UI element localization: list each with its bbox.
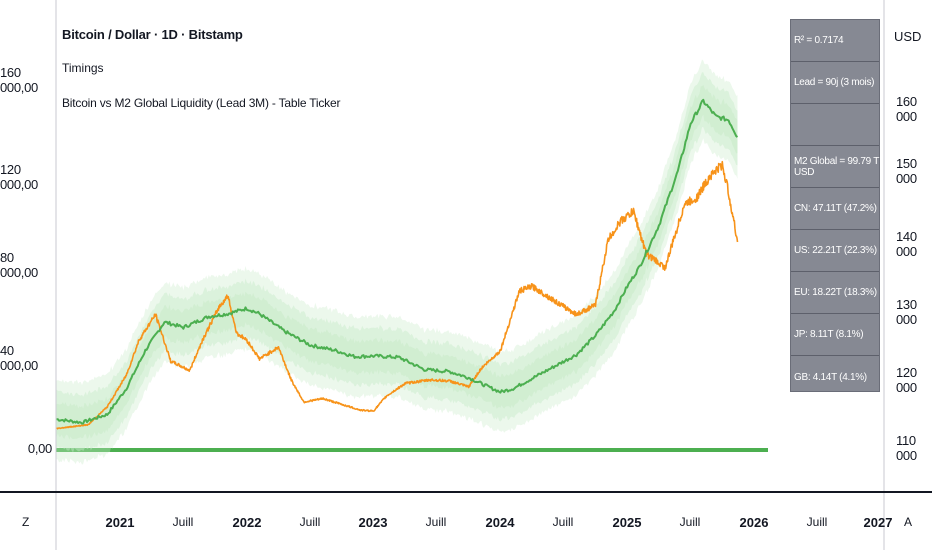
- table-row: [791, 104, 879, 146]
- time-tick-label: 2024: [485, 515, 515, 530]
- m2-liquidity-line[interactable]: [56, 98, 739, 425]
- m2-band-area: [56, 84, 738, 440]
- table-row: JP: 8.11T (8.1%): [791, 314, 879, 356]
- time-tick-label: Juill: [299, 515, 321, 529]
- time-tick-label: Juill: [679, 515, 701, 529]
- time-tick-label: Juill: [806, 515, 828, 529]
- right-tick-label: 120 000: [896, 365, 917, 395]
- time-tick-label: 2021: [105, 515, 135, 530]
- axis-unit-label[interactable]: USD: [894, 29, 922, 44]
- time-tick-label: Juill: [425, 515, 447, 529]
- time-tick-label: Juill: [172, 515, 194, 529]
- time-tick-label: 2027: [863, 515, 893, 530]
- series-lines: [56, 98, 739, 430]
- left-tick-label: 80 000,00: [0, 250, 38, 280]
- time-tick-label: 2025: [612, 515, 642, 530]
- m2-band: [56, 59, 738, 465]
- right-tick-label: 140 000: [896, 229, 917, 259]
- table-row: GB: 4.14T (4.1%): [794, 371, 867, 383]
- time-tick-label: 2022: [232, 515, 262, 530]
- right-tick-label: 130 000: [896, 297, 917, 327]
- left-tick-label: 40 000,00: [0, 343, 38, 373]
- left-tick-label: 120 000,00: [0, 162, 38, 192]
- timezone-button[interactable]: Z: [22, 515, 30, 529]
- table-row: CN: 47.11T (47.2%): [791, 188, 879, 230]
- auto-scale-button[interactable]: A: [904, 515, 913, 529]
- right-tick-label: 110 000: [896, 433, 917, 463]
- right-tick-label: 160 000: [896, 94, 917, 124]
- table-row: US: 22.21T (22.3%): [791, 230, 879, 272]
- time-tick-label: Juill: [552, 515, 574, 529]
- table-row: M2 Global = 99.79 T USD: [791, 146, 879, 188]
- left-tick-label: 0,00: [27, 441, 52, 456]
- btc-price-line[interactable]: [56, 160, 739, 430]
- left-tick-label: 160 000,00: [0, 65, 38, 95]
- right-tick-label: 150 000: [896, 156, 917, 186]
- symbol-title: Bitcoin / Dollar · 1D · Bitstamp: [62, 27, 243, 42]
- table-row: Lead = 90j (3 mois): [791, 62, 879, 104]
- indicator-title-m2[interactable]: Bitcoin vs M2 Global Liquidity (Lead 3M)…: [62, 96, 341, 110]
- table-row: EU: 18.22T (18.3%): [791, 272, 879, 314]
- time-tick-label: 2023: [358, 515, 388, 530]
- indicator-title-timings[interactable]: Timings: [62, 61, 104, 75]
- stats-table: R² = 0.7174 Lead = 90j (3 mois) M2 Globa…: [790, 19, 880, 392]
- table-row: R² = 0.7174: [791, 20, 879, 62]
- time-tick-label: 2026: [739, 515, 769, 530]
